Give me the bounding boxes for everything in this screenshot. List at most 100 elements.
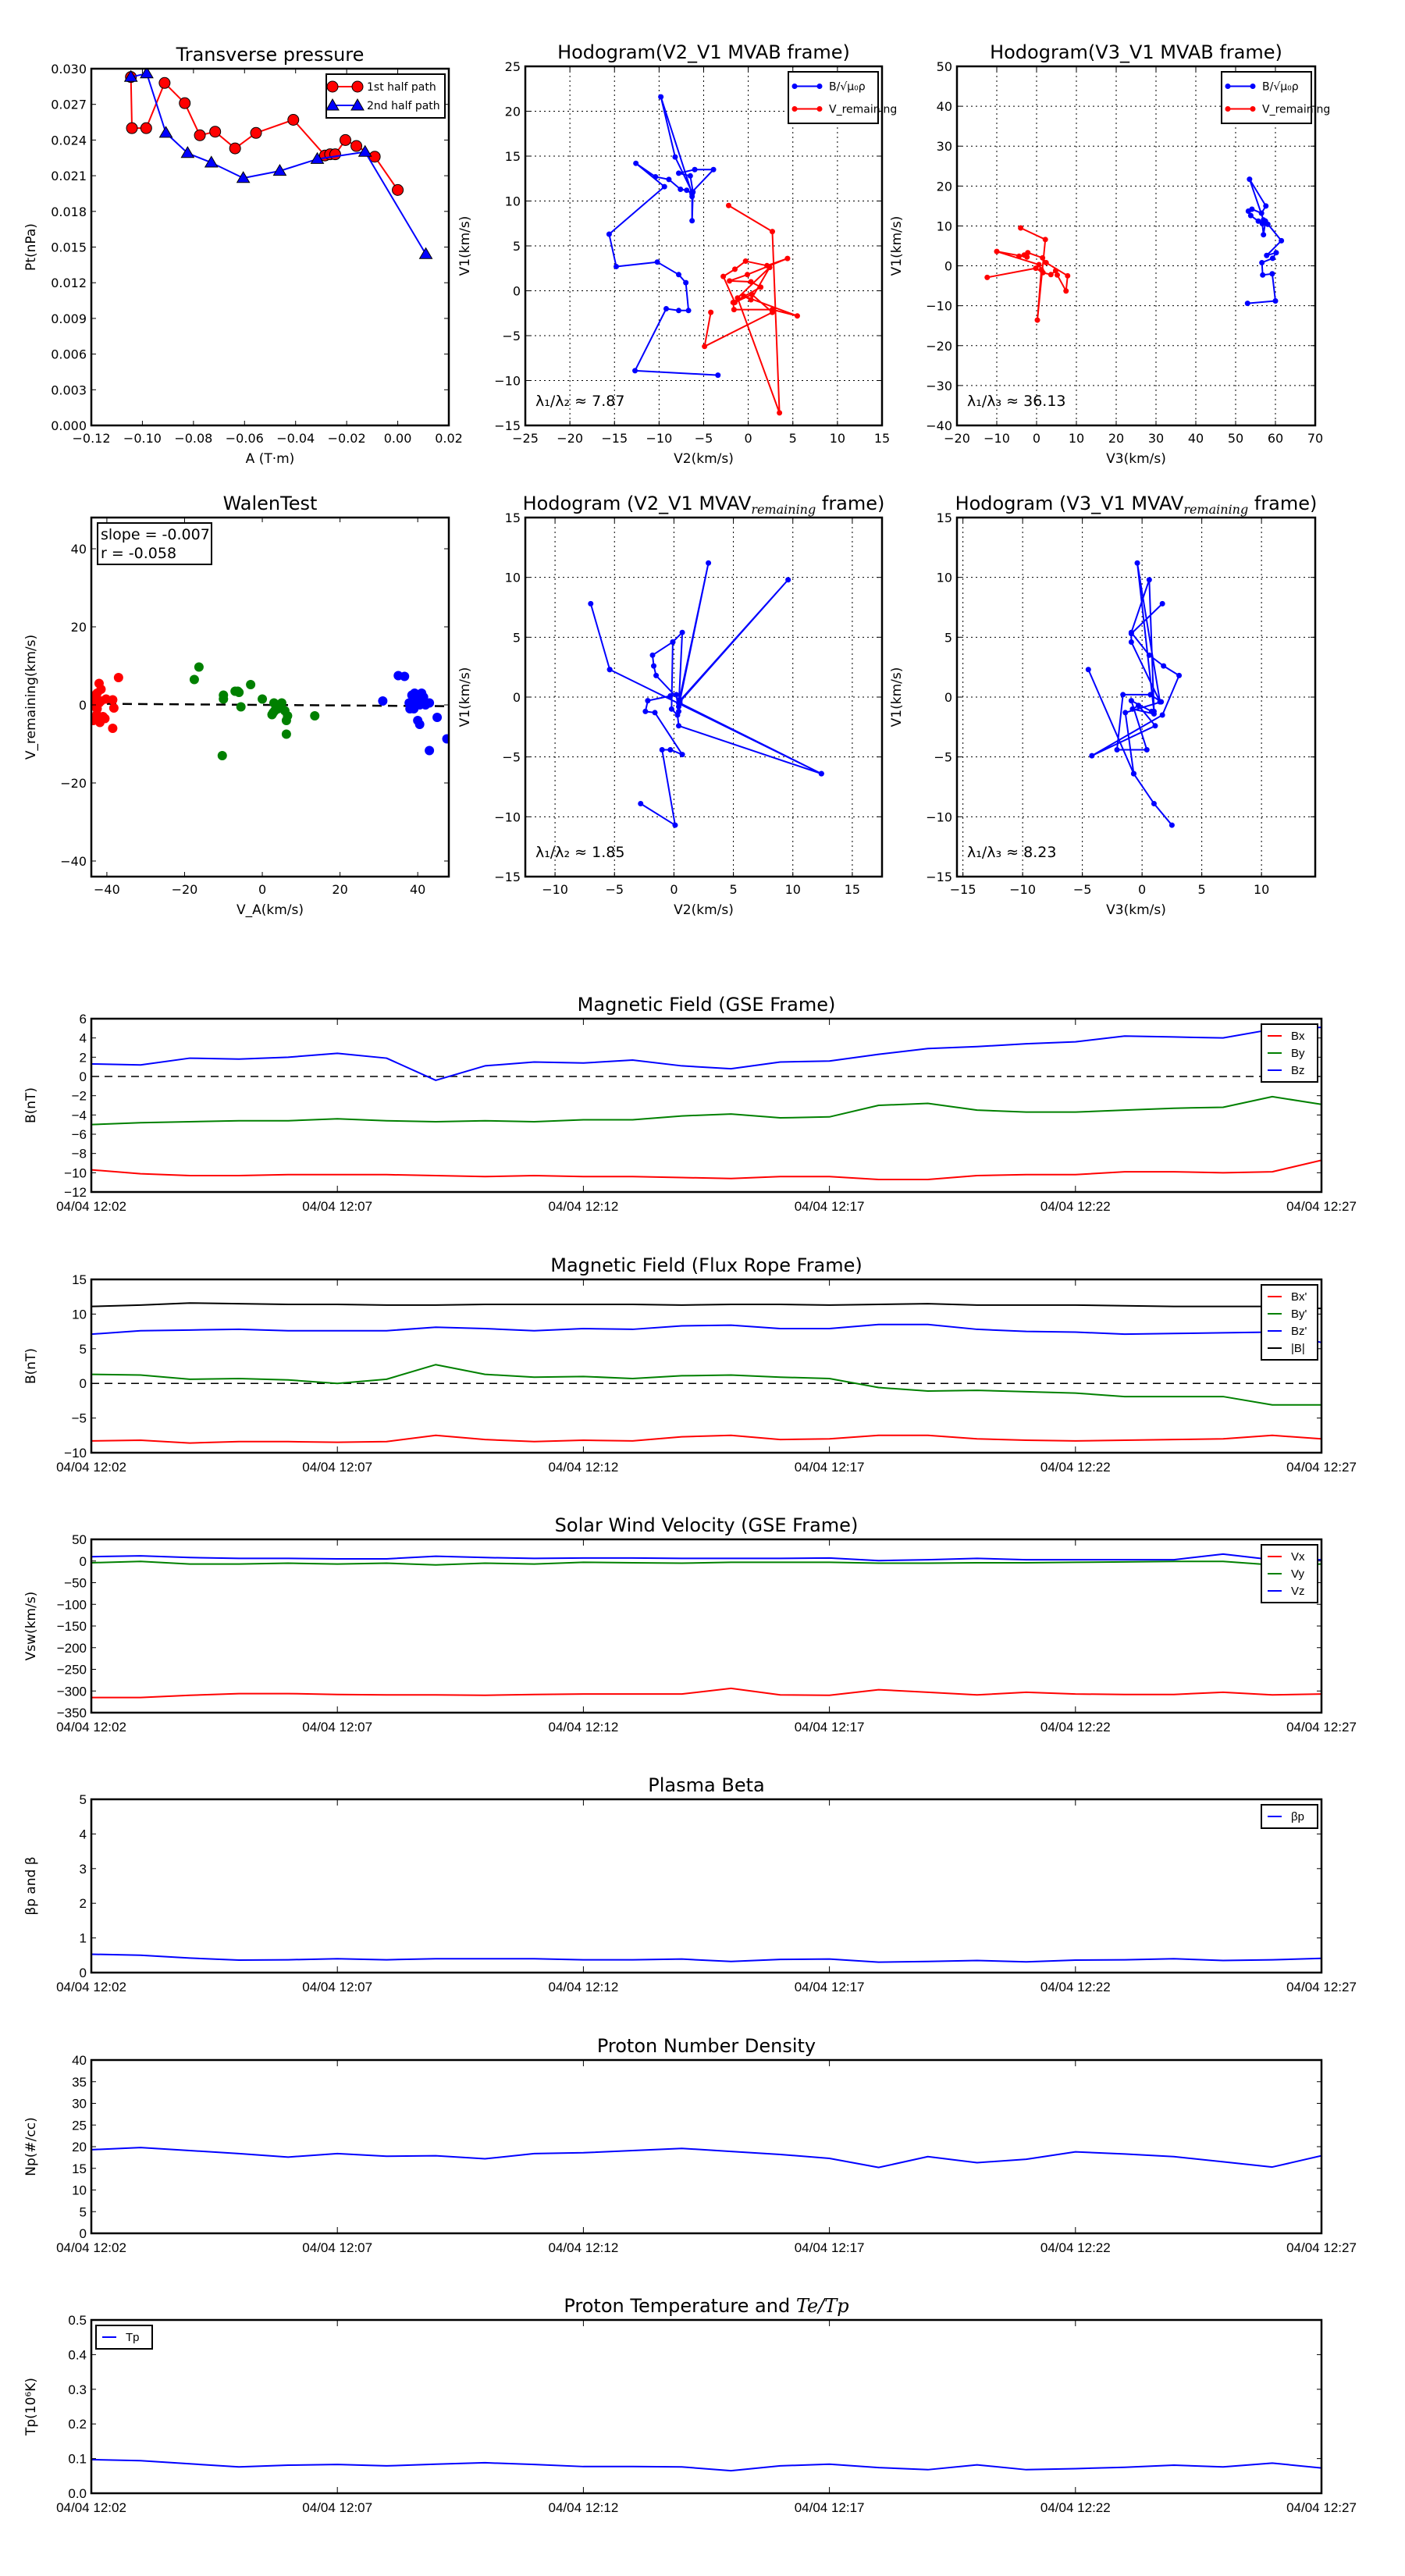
legend: Bx' By' Bz' |B| bbox=[1261, 1284, 1318, 1361]
data-point bbox=[676, 170, 682, 176]
x-tick-label: 04/04 12:22 bbox=[1040, 1460, 1111, 1475]
data-point bbox=[425, 745, 435, 756]
chart-hodogram-v3-v1-mvab: −40 −30 −20 −10 0 10 20 30 40 50 −20 −10 0 10 20 30 40 50… bbox=[889, 41, 1330, 467]
data-point bbox=[659, 746, 665, 753]
series-np bbox=[91, 2147, 1321, 2169]
x-tick-label: 04/04 12:12 bbox=[548, 1720, 618, 1735]
data-point bbox=[310, 151, 325, 164]
legend-label: Vx bbox=[1291, 1550, 1305, 1564]
data-point bbox=[1151, 800, 1157, 806]
x-tick-label: 10 bbox=[1069, 431, 1084, 446]
data-point bbox=[676, 723, 682, 729]
x-tick-label: −25 bbox=[512, 431, 539, 446]
x-tick-label: −0.08 bbox=[174, 431, 212, 446]
y-axis-label: Np(#/cc) bbox=[23, 2117, 39, 2176]
x-tick-label: 0 bbox=[1033, 431, 1040, 446]
data-point bbox=[1128, 639, 1134, 645]
data-point bbox=[392, 183, 404, 196]
legend: βp bbox=[1261, 1804, 1318, 1829]
series-line bbox=[91, 1159, 1321, 1180]
plot-frame bbox=[90, 1278, 1323, 1454]
x-tick-label: 04/04 12:07 bbox=[302, 1720, 372, 1735]
y-tick-label: 0.021 bbox=[51, 169, 87, 183]
data-point bbox=[653, 672, 660, 678]
data-point bbox=[632, 368, 638, 374]
legend: B/√μ₀ρ V_remaining bbox=[1221, 71, 1330, 124]
y-axis-label: V_remaining(km/s) bbox=[23, 635, 39, 760]
y-tick-label: 0.4 bbox=[68, 2347, 87, 2362]
x-tick-label: 0.02 bbox=[435, 431, 463, 446]
y-tick-label: 30 bbox=[72, 2097, 87, 2112]
legend-label: Vz bbox=[1291, 1585, 1305, 1598]
legend-label: Bz bbox=[1291, 1064, 1305, 1077]
chart-title-text: Hodogram (V2_V1 MVAV bbox=[523, 493, 752, 514]
series-1st-half-path bbox=[125, 71, 404, 196]
y-tick-label: 0.015 bbox=[51, 240, 87, 255]
x-tick-label: 04/04 12:27 bbox=[1286, 1720, 1357, 1735]
series-line bbox=[91, 1953, 1321, 1963]
data-point bbox=[1264, 252, 1270, 258]
y-tick-label: 15 bbox=[505, 511, 521, 525]
series-v-remaining bbox=[702, 202, 800, 416]
y-tick-label: −5 bbox=[502, 750, 521, 765]
legend: Bx By Bz bbox=[1261, 1023, 1318, 1083]
series-line bbox=[1247, 178, 1282, 304]
data-point bbox=[409, 704, 419, 713]
data-point bbox=[758, 284, 764, 290]
data-point bbox=[748, 297, 754, 303]
data-point bbox=[731, 307, 737, 313]
legend-label: Bz' bbox=[1291, 1325, 1307, 1338]
y-tick-label: −5 bbox=[502, 329, 521, 343]
data-point bbox=[658, 94, 664, 100]
series-line bbox=[91, 1553, 1321, 1562]
y-tick-label: 20 bbox=[71, 620, 87, 635]
data-point bbox=[1161, 663, 1167, 669]
y-tick-label: −10 bbox=[926, 299, 952, 314]
x-tick-label: 04/04 12:17 bbox=[795, 1980, 865, 1994]
legend-label: Tp bbox=[126, 2331, 140, 2344]
x-tick-label: 04/04 12:22 bbox=[1040, 2500, 1111, 2515]
data-point bbox=[633, 160, 639, 166]
series--p bbox=[91, 1953, 1321, 1963]
x-tick-label: 70 bbox=[1307, 431, 1323, 446]
data-point bbox=[258, 694, 268, 704]
legend-label: 1st half path bbox=[367, 81, 436, 94]
data-point bbox=[329, 148, 341, 161]
series-line bbox=[589, 562, 823, 827]
series-vy bbox=[91, 1560, 1321, 1566]
data-point bbox=[1018, 225, 1024, 231]
x-tick-label: 04/04 12:17 bbox=[795, 2240, 865, 2255]
data-point bbox=[194, 129, 206, 141]
y-tick-label: −5 bbox=[934, 750, 952, 765]
data-point bbox=[1263, 203, 1269, 209]
data-point bbox=[287, 114, 300, 126]
x-tick-label: 04/04 12:07 bbox=[302, 1980, 372, 1994]
y-tick-label: −20 bbox=[926, 339, 952, 354]
data-point bbox=[666, 176, 672, 183]
data-point bbox=[1159, 712, 1165, 718]
data-point bbox=[378, 696, 388, 706]
legend-marker bbox=[1250, 84, 1256, 89]
x-tick-label: 5 bbox=[729, 882, 737, 897]
legend-marker bbox=[1250, 106, 1256, 112]
data-point bbox=[1144, 746, 1150, 753]
x-tick-label: 04/04 12:27 bbox=[1286, 1199, 1357, 1214]
data-point bbox=[1247, 176, 1253, 183]
series-line bbox=[703, 205, 799, 414]
legend-marker bbox=[325, 98, 340, 111]
series-b- bbox=[606, 94, 721, 379]
legend-marker bbox=[791, 84, 798, 89]
x-tick-label: 40 bbox=[1188, 431, 1204, 446]
y-tick-label: −300 bbox=[57, 1684, 87, 1699]
data-point bbox=[180, 146, 195, 158]
y-tick-label: −150 bbox=[57, 1619, 87, 1634]
chart-title-text: Transverse pressure bbox=[176, 44, 365, 66]
y-tick-label: −2 bbox=[72, 1089, 87, 1104]
series-line bbox=[91, 1095, 1321, 1126]
data-point bbox=[126, 122, 138, 134]
data-point bbox=[672, 154, 678, 160]
x-tick-label: 20 bbox=[1108, 431, 1124, 446]
data-point bbox=[1122, 710, 1129, 716]
chart-transverse-pressure: 0.0000.0030.0060.0090.0120.0150.0180.021… bbox=[23, 44, 463, 467]
